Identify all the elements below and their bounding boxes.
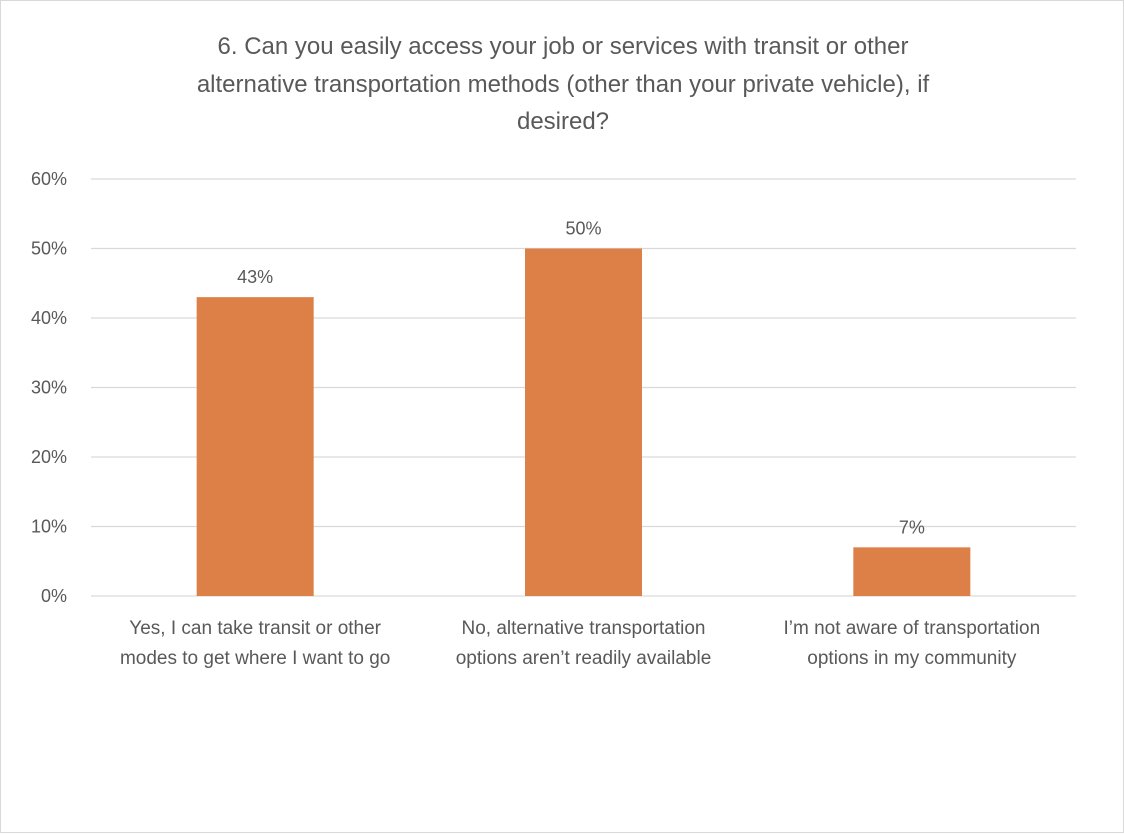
chart-title-line-3: desired? [516,108,610,135]
bar [525,248,642,596]
data-label: 50% [565,219,601,239]
x-category-label: Yes, I can take transit or other [129,618,381,639]
chart-title-line-2: alternative transportation methods (othe… [196,71,930,98]
x-category-label: options aren’t readily available [456,648,712,669]
bars [196,248,971,596]
y-tick-label: 60% [31,169,67,189]
y-tick-label: 20% [31,447,67,467]
y-tick-label: 30% [31,378,67,398]
y-tick-label: 50% [31,239,67,259]
y-tick-label: 40% [31,308,67,328]
y-axis-ticks: 0% 10% 20% 30% 40% 50% 60% [31,169,67,606]
bar [853,547,971,596]
data-labels: 43% 50% 7% [237,219,925,538]
x-category-label: No, alternative transportation [462,618,706,639]
chart-title-line-1: 6. Can you easily access your job or ser… [217,33,909,60]
x-axis-categories: Yes, I can take transit or other modes to… [120,618,1040,669]
bar [196,297,314,596]
y-tick-label: 0% [41,586,67,606]
x-category-label: I’m not aware of transportation [784,618,1041,639]
data-label: 43% [237,267,273,287]
data-label: 7% [899,517,925,537]
x-category-label: options in my community [807,648,1017,669]
x-category-label: modes to get where I want to go [120,648,390,669]
y-tick-label: 10% [31,517,67,537]
